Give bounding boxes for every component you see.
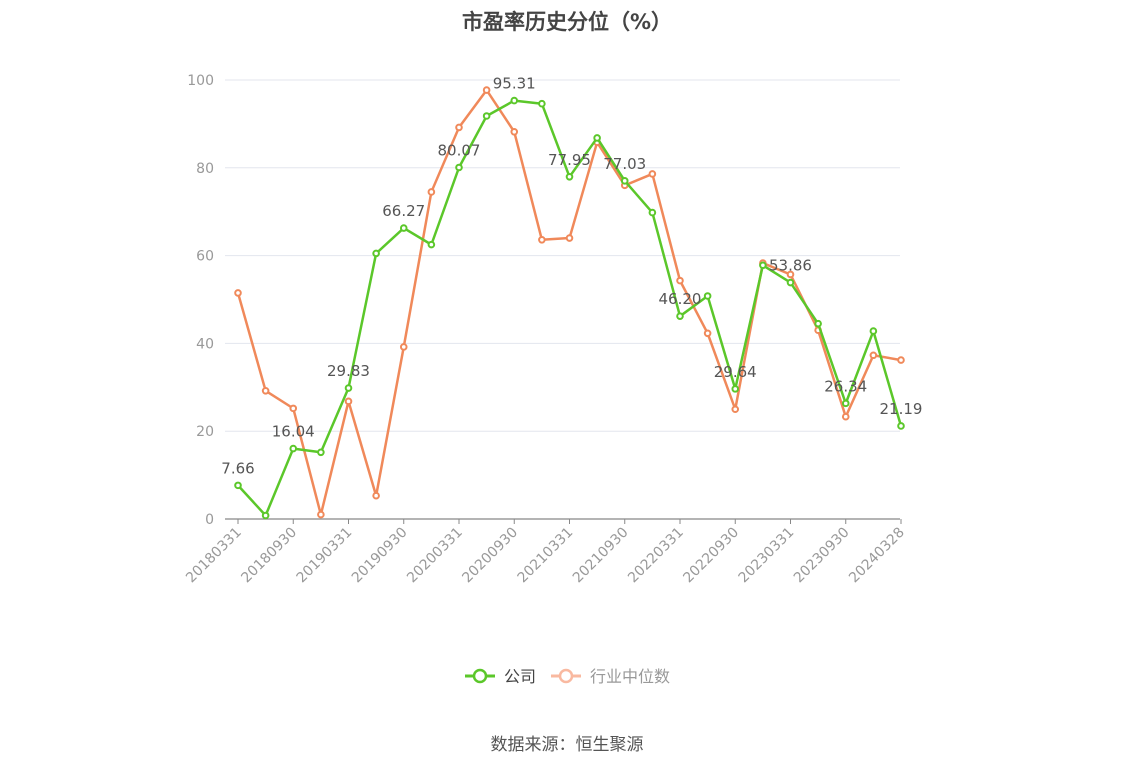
company-data-point xyxy=(427,240,436,249)
industry-data-point xyxy=(482,86,491,94)
industry-data-point xyxy=(455,123,463,132)
industry-data-point xyxy=(869,351,878,360)
industry-data-point xyxy=(648,170,657,178)
legend-label: 行业中位数 xyxy=(590,667,670,686)
y-tick-label: 40 xyxy=(196,336,214,352)
industry-data-point xyxy=(731,405,740,414)
legend-item-company[interactable]: 公司 xyxy=(465,667,536,686)
data-label: 7.66 xyxy=(221,459,254,477)
company-data-point xyxy=(455,163,463,172)
company-data-point xyxy=(344,384,353,392)
company-data-point xyxy=(565,172,574,181)
industry-data-point xyxy=(317,510,325,519)
legend-label: 公司 xyxy=(504,667,536,686)
x-tick-label: 20230930 xyxy=(791,525,853,587)
x-tick-label: 20200331 xyxy=(404,525,466,587)
industry-data-point xyxy=(344,397,353,406)
y-tick-label: 100 xyxy=(187,73,214,89)
x-tick-label: 20220930 xyxy=(680,525,742,587)
y-tick-label: 0 xyxy=(205,512,214,528)
data-label: 53.86 xyxy=(769,257,812,275)
data-label: 26.34 xyxy=(824,377,867,395)
legend-marker-icon xyxy=(472,668,488,684)
industry-data-point xyxy=(538,235,546,244)
x-tick-label: 20180331 xyxy=(183,525,245,587)
data-label: 16.04 xyxy=(272,423,315,441)
company-data-point xyxy=(538,99,546,108)
industry-data-point xyxy=(372,491,380,500)
x-tick-label: 20200930 xyxy=(459,525,521,587)
x-tick-label: 20190331 xyxy=(294,525,356,587)
x-tick-label: 20190930 xyxy=(349,525,411,587)
company-data-point xyxy=(399,224,408,232)
data-source-note: 数据来源：恒生聚源 xyxy=(490,735,644,755)
company-data-point xyxy=(759,261,767,270)
data-label: 80.07 xyxy=(438,141,481,159)
industry-data-point xyxy=(289,404,298,413)
x-tick-label: 20230331 xyxy=(736,525,798,587)
y-tick-label: 80 xyxy=(196,161,214,177)
company-data-point xyxy=(372,249,380,258)
company-data-point xyxy=(482,112,491,120)
company-data-point xyxy=(814,319,822,328)
company-data-point xyxy=(841,399,850,408)
industry-data-point xyxy=(703,329,712,338)
data-label: 46.20 xyxy=(659,290,702,308)
data-label: 77.03 xyxy=(603,155,646,173)
industry-data-point xyxy=(234,289,242,297)
data-label: 95.31 xyxy=(493,75,536,93)
company-data-point xyxy=(703,292,712,300)
data-label: 66.27 xyxy=(382,202,425,220)
industry-data-point xyxy=(897,356,905,364)
company-data-point xyxy=(234,481,242,490)
company-data-point xyxy=(510,96,519,105)
industry-data-point xyxy=(399,343,408,351)
industry-data-point xyxy=(676,276,684,285)
industry-data-point xyxy=(510,128,519,136)
company-data-point xyxy=(317,448,325,457)
x-tick-label: 20240328 xyxy=(846,525,908,587)
company-data-point xyxy=(731,385,740,393)
x-tick-label: 20210331 xyxy=(515,525,577,587)
data-label: 21.19 xyxy=(880,400,923,418)
x-tick-label: 20180930 xyxy=(238,525,300,587)
data-label: 29.64 xyxy=(714,363,757,381)
x-tick-label: 20210930 xyxy=(570,525,632,587)
company-data-point xyxy=(620,177,629,185)
company-data-point xyxy=(289,444,298,453)
company-data-point xyxy=(261,511,270,520)
chart-title: 市盈率历史分位（%） xyxy=(461,10,673,34)
industry-data-point xyxy=(261,387,270,395)
company-data-point xyxy=(593,134,601,142)
industry-data-point xyxy=(786,270,795,279)
industry-data-point xyxy=(427,188,436,196)
company-data-point xyxy=(648,208,657,217)
y-tick-label: 60 xyxy=(196,249,214,265)
industry-data-point xyxy=(565,234,574,242)
x-tick-label: 20220331 xyxy=(625,525,687,587)
company-data-point xyxy=(897,422,905,430)
industry-data-point xyxy=(841,412,850,421)
company-data-point xyxy=(786,278,795,287)
data-label: 29.83 xyxy=(327,362,370,380)
data-label: 77.95 xyxy=(548,151,591,169)
company-data-point xyxy=(676,312,684,320)
company-data-point xyxy=(869,327,878,335)
legend-item-industry-median[interactable]: 行业中位数 xyxy=(551,667,670,686)
legend-marker-icon xyxy=(558,668,574,684)
y-tick-label: 20 xyxy=(196,424,214,440)
